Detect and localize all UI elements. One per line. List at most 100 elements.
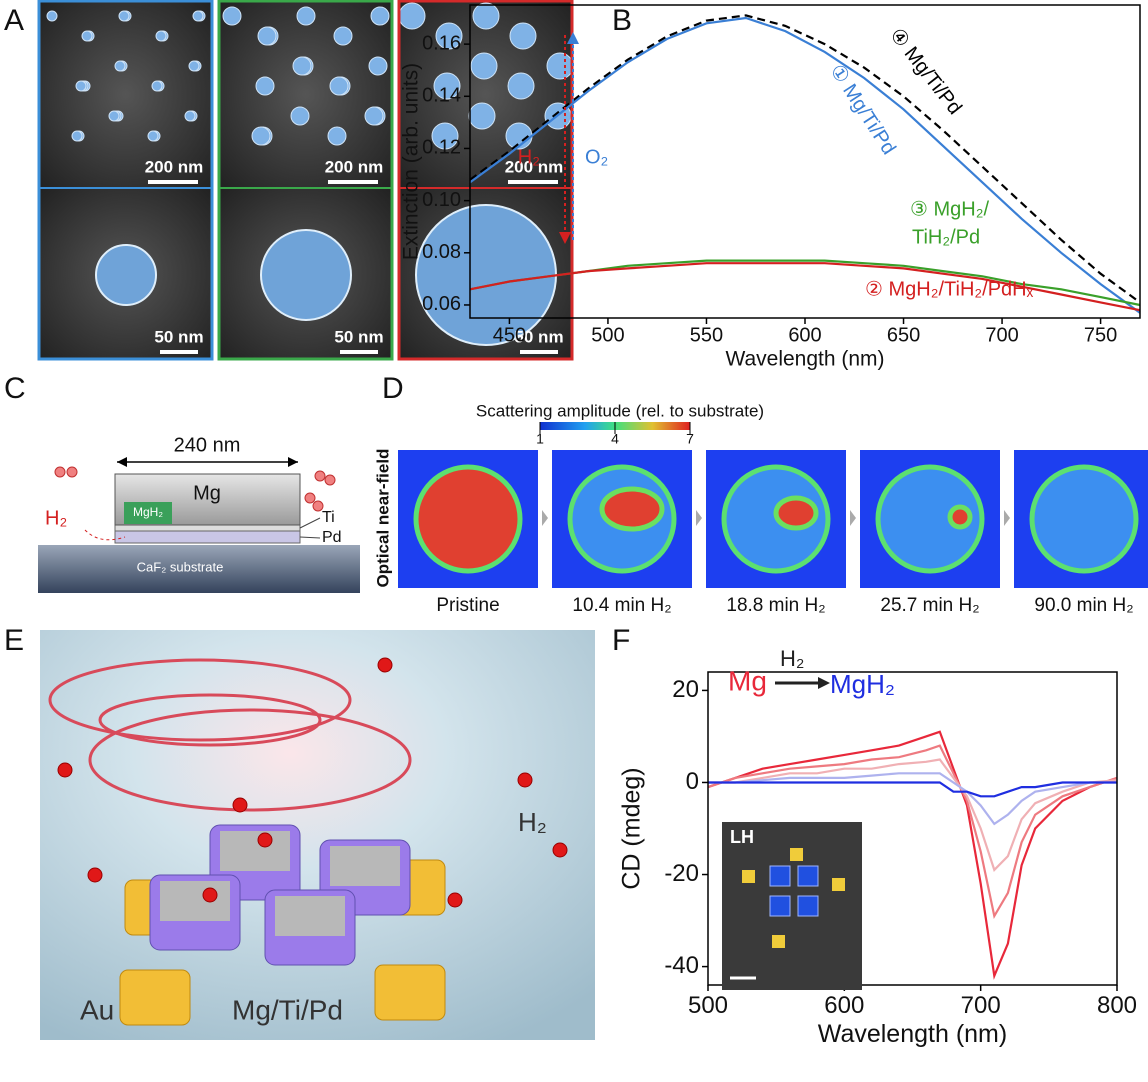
data-line bbox=[707, 730, 1118, 980]
mg-particle bbox=[797, 895, 819, 917]
h-atom bbox=[304, 492, 316, 504]
annotation: H₂ bbox=[518, 146, 540, 168]
particle bbox=[433, 72, 461, 100]
particle bbox=[222, 6, 242, 26]
data-line bbox=[707, 744, 1118, 920]
disk bbox=[875, 464, 985, 574]
frame-label: 25.7 min H₂ bbox=[880, 595, 979, 616]
particle bbox=[257, 26, 277, 46]
panel-letter: B bbox=[612, 4, 632, 37]
panel-letter: E bbox=[4, 624, 24, 657]
pd-layer bbox=[114, 530, 301, 544]
x-tick-label: 500 bbox=[591, 324, 624, 346]
arrowhead bbox=[559, 232, 571, 244]
particle bbox=[431, 122, 459, 150]
particle bbox=[71, 130, 83, 142]
pd-cap bbox=[160, 881, 230, 921]
au-block bbox=[119, 969, 191, 1026]
data-line bbox=[469, 262, 1141, 312]
particle bbox=[468, 102, 496, 130]
au-particle bbox=[790, 848, 803, 861]
particle-zoom bbox=[415, 204, 557, 346]
x-tick-label: 700 bbox=[961, 992, 1001, 1019]
particle bbox=[46, 10, 58, 22]
particle bbox=[151, 80, 163, 92]
particle bbox=[472, 2, 500, 30]
frame-label: 18.8 min H₂ bbox=[726, 595, 825, 616]
scale-bar-label: 50 nm bbox=[514, 327, 563, 346]
particle-zoom bbox=[95, 244, 157, 306]
layer-label: Ti bbox=[322, 509, 335, 526]
frame bbox=[217, 0, 394, 361]
particle bbox=[147, 130, 159, 142]
y-tick-label: 0.08 bbox=[422, 241, 461, 263]
scale-bar-label: 200 nm bbox=[325, 157, 384, 176]
mgh2-region bbox=[124, 502, 172, 524]
ti-layer bbox=[114, 524, 301, 532]
y-tick-label: -40 bbox=[664, 952, 699, 979]
h-atom bbox=[377, 657, 393, 673]
scale-bar-label: 200 nm bbox=[145, 157, 204, 176]
h-atom bbox=[54, 466, 66, 478]
particle bbox=[192, 10, 204, 22]
light-spiral bbox=[48, 658, 352, 742]
h-atom bbox=[232, 797, 248, 813]
disk bbox=[1029, 464, 1139, 574]
sem-image bbox=[400, 2, 571, 187]
data-line bbox=[708, 758, 1118, 872]
illustration-label: H₂ bbox=[518, 807, 547, 837]
y-tick-label: 0.14 bbox=[422, 85, 461, 107]
particle-zoom bbox=[260, 229, 352, 321]
x-tick-label: 650 bbox=[887, 324, 920, 346]
x-tick-label: 600 bbox=[788, 324, 821, 346]
annotation: MgH₂ bbox=[830, 669, 895, 699]
h-atom bbox=[202, 887, 218, 903]
dimension-label: 240 nm bbox=[174, 434, 241, 456]
y-axis-label: CD (mdeg) bbox=[618, 767, 646, 889]
y-tick-label: 20 bbox=[672, 676, 699, 703]
h-atom bbox=[324, 474, 336, 486]
au-block bbox=[374, 964, 446, 1021]
plot-frame bbox=[707, 671, 1118, 986]
particle bbox=[435, 22, 463, 50]
metal-region bbox=[947, 504, 973, 530]
substrate bbox=[38, 545, 360, 593]
au-particle bbox=[772, 935, 785, 948]
layer-label: Pd bbox=[322, 529, 342, 546]
mg-particle bbox=[769, 895, 791, 917]
light-spiral bbox=[88, 708, 412, 812]
row-label: Optical near-field bbox=[373, 449, 392, 588]
annotation: ② MgH₂/TiH₂/PdHₓ bbox=[865, 278, 1034, 300]
panel-letter: A bbox=[4, 4, 24, 37]
frame-label: 10.4 min H₂ bbox=[572, 595, 671, 616]
arrowhead bbox=[567, 32, 579, 44]
gas-label: H₂ bbox=[45, 507, 67, 529]
h-atom bbox=[66, 466, 78, 478]
disk bbox=[413, 464, 523, 574]
particle bbox=[546, 52, 574, 80]
annotation: ③ MgH₂/ bbox=[910, 198, 989, 220]
h-atom bbox=[517, 772, 533, 788]
colorbar-tick-label: 7 bbox=[686, 431, 694, 447]
substrate-label: CaF₂ substrate bbox=[137, 559, 224, 574]
diffusion-path bbox=[84, 529, 126, 541]
arrowhead bbox=[818, 677, 830, 689]
step-arrow bbox=[542, 510, 548, 526]
h-atom bbox=[447, 892, 463, 908]
mg-particle bbox=[769, 865, 791, 887]
annotation: O₂ bbox=[585, 146, 608, 168]
step-arrow bbox=[850, 510, 856, 526]
h-atom bbox=[87, 867, 103, 883]
y-tick-label: 0.12 bbox=[422, 137, 461, 159]
particle bbox=[251, 126, 271, 146]
x-tick-label: 550 bbox=[690, 324, 723, 346]
data-line bbox=[708, 781, 1117, 798]
x-tick-label: 450 bbox=[493, 324, 526, 346]
y-tick-label: 0.06 bbox=[422, 293, 461, 315]
annotation: Mg bbox=[728, 665, 767, 696]
h-atom bbox=[312, 500, 324, 512]
x-axis-label: Wavelength (nm) bbox=[818, 1020, 1007, 1048]
inset-image bbox=[722, 822, 862, 990]
pd-cap bbox=[220, 831, 290, 871]
